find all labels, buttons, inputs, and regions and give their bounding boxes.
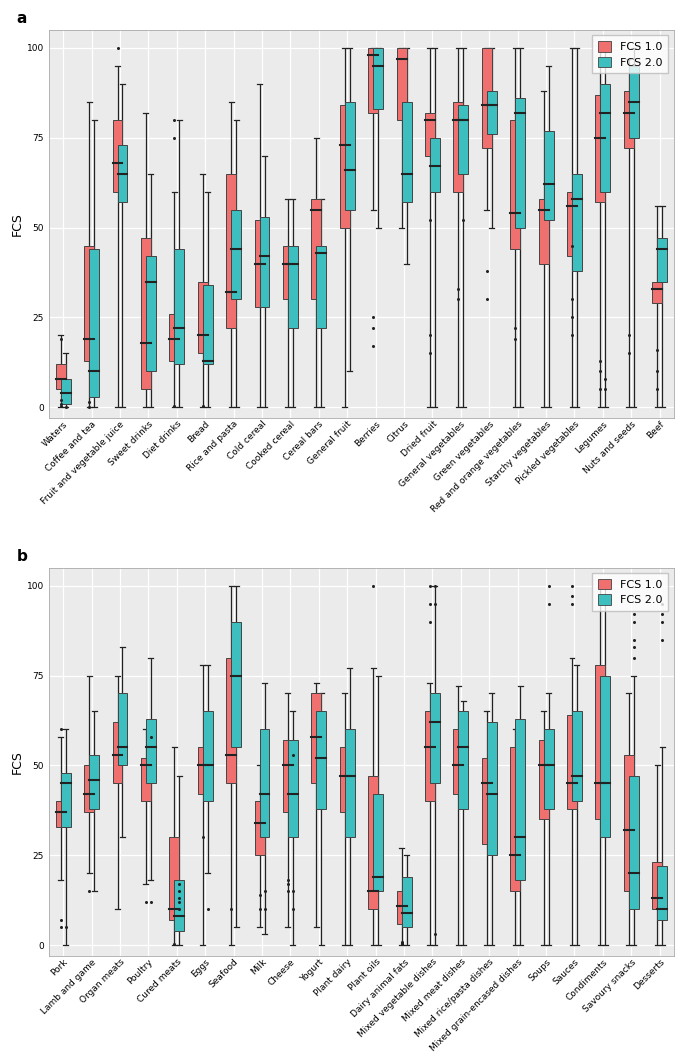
Bar xyxy=(316,712,326,809)
Bar xyxy=(453,102,463,192)
Bar xyxy=(572,712,582,801)
Bar xyxy=(373,48,383,109)
Bar xyxy=(453,730,463,794)
Bar xyxy=(283,741,293,812)
Bar xyxy=(652,863,662,910)
Bar xyxy=(84,765,94,812)
Bar xyxy=(572,173,582,270)
Bar xyxy=(283,246,293,299)
Bar xyxy=(288,741,298,837)
Bar xyxy=(567,192,577,256)
Bar xyxy=(657,238,667,282)
Bar xyxy=(340,747,350,812)
Bar xyxy=(401,877,412,927)
Bar xyxy=(312,694,321,783)
Bar xyxy=(175,249,184,364)
Bar xyxy=(397,892,406,924)
Bar xyxy=(169,314,179,361)
Bar xyxy=(458,712,469,809)
Bar xyxy=(515,98,525,228)
Bar xyxy=(260,217,269,306)
Bar xyxy=(567,715,577,809)
Bar xyxy=(595,665,606,819)
Bar xyxy=(141,238,151,389)
Bar xyxy=(340,105,350,228)
Bar xyxy=(458,105,469,173)
Bar xyxy=(652,282,662,303)
Bar xyxy=(260,730,269,837)
Text: b: b xyxy=(16,549,27,564)
Bar xyxy=(515,718,525,880)
Bar xyxy=(430,694,440,783)
Bar xyxy=(112,120,123,192)
Bar xyxy=(430,137,440,192)
Bar xyxy=(231,210,241,299)
Bar xyxy=(141,759,151,801)
Bar xyxy=(146,256,156,371)
Bar xyxy=(369,48,378,113)
Bar xyxy=(425,712,435,801)
Bar xyxy=(629,66,638,137)
Bar xyxy=(198,747,208,794)
Bar xyxy=(345,102,355,210)
Bar xyxy=(55,801,66,827)
Bar xyxy=(255,801,264,855)
Y-axis label: FCS: FCS xyxy=(11,750,24,774)
Bar xyxy=(538,199,549,264)
Y-axis label: FCS: FCS xyxy=(11,212,24,236)
Bar xyxy=(226,173,236,329)
Bar xyxy=(544,730,553,809)
Bar xyxy=(112,722,123,783)
Text: a: a xyxy=(16,11,27,26)
Bar xyxy=(175,880,184,931)
Bar xyxy=(203,712,212,801)
Bar xyxy=(146,718,156,783)
Bar xyxy=(600,676,610,837)
Bar xyxy=(169,837,179,920)
Bar xyxy=(487,722,497,855)
Bar xyxy=(198,282,208,353)
Bar xyxy=(538,741,549,819)
Bar xyxy=(600,84,610,192)
Bar xyxy=(231,621,241,747)
Bar xyxy=(397,48,406,120)
Bar xyxy=(288,246,298,329)
Bar xyxy=(316,246,326,329)
Bar xyxy=(345,730,355,837)
Bar xyxy=(89,754,99,809)
Bar xyxy=(482,759,492,845)
Bar xyxy=(89,249,99,397)
Bar xyxy=(369,776,378,910)
Bar xyxy=(255,220,264,306)
Bar xyxy=(226,658,236,783)
Bar xyxy=(118,145,127,202)
Bar xyxy=(624,90,634,149)
Bar xyxy=(118,694,127,765)
Bar xyxy=(425,113,435,155)
Bar xyxy=(84,246,94,361)
Bar xyxy=(510,747,520,892)
Bar xyxy=(55,364,66,389)
Bar xyxy=(544,131,553,220)
Bar xyxy=(624,754,634,892)
Bar xyxy=(373,794,383,892)
Bar xyxy=(61,772,71,827)
Bar xyxy=(61,379,71,403)
Bar xyxy=(401,102,412,202)
Bar xyxy=(510,120,520,249)
Bar xyxy=(312,199,321,299)
Bar xyxy=(203,285,212,364)
Bar xyxy=(595,95,606,202)
Bar xyxy=(482,48,492,149)
Legend: FCS 1.0, FCS 2.0: FCS 1.0, FCS 2.0 xyxy=(593,573,669,611)
Bar xyxy=(629,776,638,910)
Legend: FCS 1.0, FCS 2.0: FCS 1.0, FCS 2.0 xyxy=(593,35,669,73)
Bar xyxy=(487,90,497,134)
Bar xyxy=(657,866,667,920)
